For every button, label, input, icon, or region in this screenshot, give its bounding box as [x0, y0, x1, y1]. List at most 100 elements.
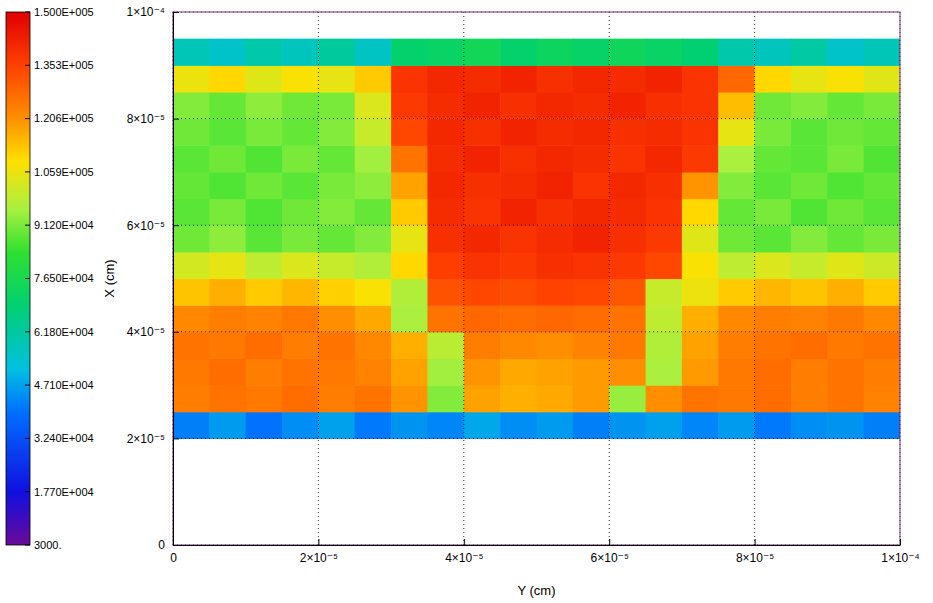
heatmap-cell [646, 225, 683, 252]
heatmap-cell [682, 412, 719, 439]
heatmap-cell [682, 145, 719, 172]
tick-mark [173, 438, 179, 439]
heatmap-cell [246, 252, 283, 279]
heatmap-cell [609, 252, 646, 279]
heatmap-cell [464, 385, 501, 412]
heatmap-cell [318, 252, 355, 279]
heatmap-cell [318, 172, 355, 199]
heatmap-cell [427, 332, 464, 359]
axis-tick: 2×10⁻⁵ [127, 432, 179, 446]
tick-mark [173, 12, 179, 13]
grid-line-x [318, 12, 319, 545]
heatmap-cell [464, 412, 501, 439]
heatmap-cell [246, 39, 283, 66]
heatmap-cell [391, 39, 428, 66]
heatmap-cell [391, 172, 428, 199]
heatmap-cell [500, 252, 537, 279]
heatmap-cell [609, 358, 646, 385]
heatmap-cell [282, 225, 319, 252]
colorbar-label: 1.500E+005 [34, 6, 94, 18]
heatmap-cell [827, 412, 864, 439]
heatmap-cell [646, 279, 683, 306]
axis-tick: 2×10⁻⁵ [300, 539, 338, 565]
heatmap-cell [246, 92, 283, 119]
grid-line-y [173, 118, 900, 119]
heatmap-cell [318, 225, 355, 252]
tick-label: 2×10⁻⁵ [127, 432, 165, 446]
heatmap-cell [427, 39, 464, 66]
tick-mark [173, 225, 179, 226]
heatmap-cell [464, 199, 501, 226]
heatmap-cell [173, 358, 210, 385]
colorbar-tick [25, 438, 30, 439]
heatmap-cell [391, 252, 428, 279]
heatmap-cell [682, 225, 719, 252]
heatmap-cell [864, 92, 900, 119]
colorbar-label: 1.059E+005 [34, 166, 94, 178]
heatmap-cell [609, 145, 646, 172]
colorbar-label: 3.240E+004 [34, 432, 94, 444]
heatmap-cell [355, 39, 392, 66]
heatmap-cell [864, 279, 900, 306]
axis-tick: 4×10⁻⁵ [127, 325, 179, 339]
heatmap-cell [500, 145, 537, 172]
heatmap-cell [609, 119, 646, 146]
heatmap-cell [791, 39, 828, 66]
heatmap-cell [246, 119, 283, 146]
tick-label: 4×10⁻⁵ [445, 551, 483, 565]
heatmap-cell [173, 385, 210, 412]
heatmap-cell [537, 385, 574, 412]
heatmap-cell [209, 412, 246, 439]
heatmap-cell [391, 305, 428, 332]
heatmap-cell [246, 225, 283, 252]
heatmap-cell [464, 305, 501, 332]
colorbar-ramp [6, 12, 30, 545]
tick-label: 6×10⁻⁵ [591, 551, 629, 565]
heatmap-cell [718, 65, 755, 92]
colorbar-tick [25, 65, 30, 66]
heatmap-cell [646, 385, 683, 412]
heatmap-cell [864, 412, 900, 439]
heatmap-cell [827, 252, 864, 279]
heatmap-cell [318, 385, 355, 412]
heatmap-cell [391, 412, 428, 439]
heatmap-cell [209, 92, 246, 119]
heatmap-cell [573, 412, 610, 439]
heatmap-cell [682, 385, 719, 412]
colorbar-label: 6.180E+004 [34, 326, 94, 338]
heatmap-cell [318, 279, 355, 306]
heatmap-cell [537, 252, 574, 279]
heatmap-cell [209, 279, 246, 306]
heatmap-cell [318, 65, 355, 92]
heatmap-cell [755, 172, 792, 199]
heatmap-cell [682, 119, 719, 146]
heatmap-cell [827, 332, 864, 359]
heatmap-cell [500, 412, 537, 439]
heatmap-cell [755, 252, 792, 279]
heatmap-cell [500, 119, 537, 146]
colorbar-label: 1.353E+005 [34, 59, 94, 71]
colorbar-tick [25, 118, 30, 119]
heatmap-cell [246, 412, 283, 439]
heatmap-cell [427, 358, 464, 385]
heatmap-cell [282, 385, 319, 412]
heatmap-cell [755, 358, 792, 385]
heatmap-cell [464, 358, 501, 385]
heatmap-cell [173, 92, 210, 119]
heatmap-cell [500, 305, 537, 332]
grid-line-y [173, 225, 900, 226]
heatmap-cell [646, 39, 683, 66]
heatmap-cell [318, 412, 355, 439]
heatmap-cell [282, 145, 319, 172]
grid-line-x [609, 12, 610, 545]
heatmap-cell [500, 92, 537, 119]
tick-label: 8×10⁻⁵ [736, 551, 774, 565]
heatmap-cell [864, 145, 900, 172]
heatmap-cell [318, 199, 355, 226]
y-axis: 02×10⁻⁵4×10⁻⁵6×10⁻⁵8×10⁻⁵1×10⁻⁴ [126, 5, 179, 552]
heatmap-cell [500, 358, 537, 385]
heatmap-cell [537, 225, 574, 252]
heatmap-cell [682, 279, 719, 306]
heatmap-cell [609, 92, 646, 119]
heatmap-cell [646, 119, 683, 146]
